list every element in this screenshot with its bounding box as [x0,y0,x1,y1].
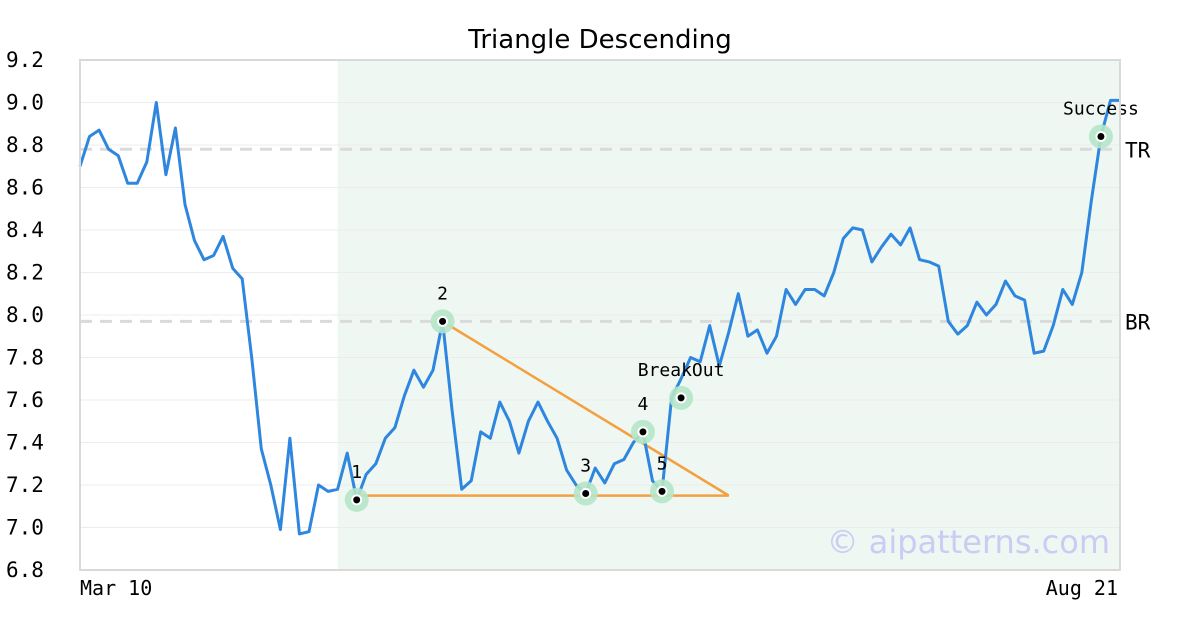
y-tick-label: 7.6 [6,388,44,412]
y-tick-label: 7.4 [6,431,44,455]
pattern-point-label: 3 [580,456,591,477]
y-tick-label: 7.0 [6,516,44,540]
y-tick-label: 7.2 [6,473,44,497]
pattern-point [1097,133,1105,140]
price-line [78,98,1120,536]
pattern-point [582,490,590,497]
resistance-line [441,320,730,497]
pattern-point [639,428,647,436]
pattern-point-label: Success [1063,99,1139,120]
x-axis-ticks: Mar 10 Aug 21 [80,576,1118,600]
y-tick-label: 8.8 [6,133,44,157]
pattern-points: 1 2 3 4 5 BreakOut Success [344,99,1139,512]
y-tick-label: 8.0 [6,303,44,327]
y-tick-label: 7.8 [6,346,44,370]
y-tick-label: 9.0 [6,91,44,115]
chart-title: Triangle Descending [467,25,731,55]
level-lines: TR BR [80,138,1151,334]
pattern-point [677,394,685,402]
pattern-point [658,487,666,495]
watermark: © aipatterns.com [827,523,1110,561]
x-tick-label: Mar 10 [80,576,152,600]
level-label: BR [1125,310,1151,334]
level-label: TR [1125,138,1151,162]
pattern-point-label: 2 [437,283,448,304]
pattern-point [439,317,447,325]
y-tick-label: 8.2 [6,261,44,285]
x-tick-label: Aug 21 [1046,576,1118,600]
pattern-point-label: 4 [638,394,649,415]
y-axis-ticks: 6.8 7.0 7.2 7.4 7.6 7.8 8.0 8.2 8.4 8.6 8.8 9.0 9.2 [6,48,44,582]
plot-frame [79,59,1121,571]
y-tick-label: 8.4 [6,218,44,242]
pattern-point-label: 1 [351,462,362,483]
y-tick-label: 8.6 [6,176,44,200]
y-tick-label: 6.8 [6,558,44,582]
pattern-point-label: 5 [657,453,668,474]
pattern-point-label: BreakOut [638,360,725,381]
pattern-point [353,496,361,504]
y-tick-label: 9.2 [6,48,44,72]
